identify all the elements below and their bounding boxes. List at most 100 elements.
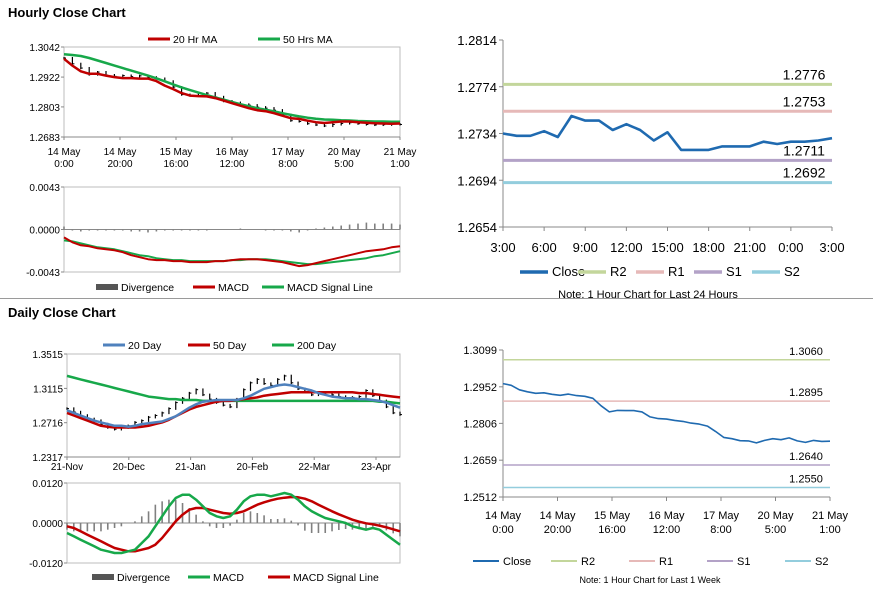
hourly-24h-ytick-label: 1.2734 — [457, 127, 497, 142]
daily-week-legend-label: R2 — [581, 556, 595, 568]
hourly-24h-xtick-label: 3:00 — [819, 240, 844, 255]
hourly-price-ytick-label: 1.2683 — [29, 133, 60, 144]
hourly-24h-close-line — [502, 114, 833, 152]
hourly-24h-xtick-label: 18:00 — [692, 240, 725, 255]
hourly-24h-legend-label: S1 — [726, 264, 742, 279]
section-divider — [0, 298, 873, 299]
daily-week-ytick-label: 1.2806 — [463, 418, 497, 430]
hourly-legend-macd-label: MACD — [218, 282, 249, 294]
daily-macd-line — [66, 491, 401, 555]
daily-week-legend-label: S2 — [815, 556, 828, 568]
daily-price-xtick-label: 23-Apr — [361, 462, 392, 473]
daily-price-xtick-label: 21-Jan — [175, 462, 206, 473]
daily-week-legend-label: S1 — [737, 556, 750, 568]
daily-week-xtick-label: 20 May — [757, 510, 794, 522]
hourly-price-xtick-label: 14 May — [48, 147, 81, 158]
daily-week-xtick-label: 16 May — [648, 510, 685, 522]
daily-week-xtick-label: 8:00 — [710, 524, 731, 536]
daily-price-xtick-label: 22-Mar — [298, 462, 330, 473]
daily-price-ytick-label: 1.2317 — [32, 453, 63, 464]
hourly-legend-ma20-label: 20 Hr MA — [173, 34, 217, 46]
hourly-legend-ma50-label: 50 Hrs MA — [283, 34, 333, 46]
hourly-24h-legend-label: R1 — [668, 264, 685, 279]
hourly-24h-legend-label: Close — [552, 264, 585, 279]
daily-legend-divergence-swatch — [92, 574, 114, 580]
hourly-price-xtick-label: 21 May — [384, 147, 417, 158]
daily-week-level-label: 1.2640 — [789, 451, 823, 463]
hourly-price-ytick-label: 1.2922 — [29, 73, 60, 84]
hourly-24h-ytick-label: 1.2814 — [457, 33, 497, 48]
daily-week-level-label: 1.2895 — [789, 387, 823, 399]
daily-week-level-label: 1.2550 — [789, 473, 823, 485]
daily-week-xtick-label: 20:00 — [544, 524, 572, 536]
hourly-24h-note: Note: 1 Hour Chart for Last 24 Hours — [558, 289, 738, 301]
daily-week-xtick-label: 21 May — [812, 510, 849, 522]
daily-macd-ytick-label: -0.0120 — [29, 559, 63, 570]
daily-macd-ytick-label: 0.0000 — [32, 519, 63, 530]
hourly-price-xtick-label: 16 May — [216, 147, 249, 158]
hourly-price-xtick-label: 17 May — [272, 147, 305, 158]
hourly-24h-xtick-label: 12:00 — [610, 240, 643, 255]
daily-legend-ma200-label: 200 Day — [297, 340, 337, 352]
hourly-24h-ytick-label: 1.2694 — [457, 173, 497, 188]
hourly-price-xtick-label: 12:00 — [219, 159, 244, 170]
daily-legend-macd-label: MACD — [213, 572, 244, 584]
hourly-24h-level-label: 1.2711 — [783, 142, 825, 158]
daily-week-legend-label: R1 — [659, 556, 673, 568]
daily-week-close-line — [502, 382, 831, 444]
daily-week-xtick-label: 14 May — [539, 510, 576, 522]
daily-legend-ma50-label: 50 Day — [213, 340, 247, 352]
hourly-macd-ytick-label: 0.0043 — [29, 183, 60, 194]
hourly-24h-xtick-label: 3:00 — [490, 240, 515, 255]
hourly-macd-ytick-label: 0.0000 — [29, 226, 60, 237]
hourly-24h-level-label: 1.2692 — [783, 165, 826, 181]
daily-week-xtick-label: 5:00 — [765, 524, 786, 536]
daily-week-ytick-label: 1.3099 — [463, 345, 497, 357]
daily-price-xtick-label: 20-Dec — [113, 462, 145, 473]
hourly-24h-xtick-label: 9:00 — [573, 240, 598, 255]
daily-week-ytick-label: 1.2512 — [463, 492, 497, 504]
daily-price-ytick-label: 1.3115 — [33, 384, 63, 395]
daily-week-xtick-label: 16:00 — [598, 524, 626, 536]
daily-price-frame — [66, 353, 401, 458]
hourly-24h-xtick-label: 6:00 — [531, 240, 556, 255]
hourly-legend-divergence-label: Divergence — [121, 282, 174, 294]
hourly-legend-divergence-swatch — [96, 284, 118, 290]
hourly-ma50-line — [63, 53, 400, 123]
daily-week-xtick-label: 1:00 — [819, 524, 840, 536]
daily-section-title: Daily Close Chart — [8, 305, 116, 320]
hourly-price-xtick-label: 5:00 — [334, 159, 354, 170]
hourly-price-ytick-label: 1.2803 — [29, 103, 60, 114]
daily-legend-ma20-label: 20 Day — [128, 340, 162, 352]
hourly-macd-ytick-label: -0.0043 — [26, 268, 60, 279]
hourly-price-xtick-label: 1:00 — [390, 159, 410, 170]
daily-week-xtick-label: 15 May — [594, 510, 631, 522]
hourly-price-xtick-label: 20:00 — [107, 159, 132, 170]
daily-price-ytick-label: 1.2716 — [32, 419, 63, 430]
daily-legend-divergence-label: Divergence — [117, 572, 170, 584]
daily-week-xtick-label: 0:00 — [492, 524, 513, 536]
hourly-price-xtick-label: 16:00 — [163, 159, 188, 170]
daily-week-xtick-label: 14 May — [485, 510, 522, 522]
hourly-24h-xtick-label: 21:00 — [733, 240, 766, 255]
hourly-24h-ytick-label: 1.2654 — [457, 220, 497, 235]
hourly-price-xtick-label: 8:00 — [278, 159, 298, 170]
daily-price-xtick-label: 20-Feb — [237, 462, 269, 473]
daily-price-xtick-label: 21-Nov — [51, 462, 83, 473]
daily-week-legend-label: Close — [503, 556, 531, 568]
hourly-legend-signal-label: MACD Signal Line — [287, 282, 373, 294]
hourly-macd-line — [63, 236, 401, 268]
hourly-price-xtick-label: 15 May — [160, 147, 193, 158]
hourly-24h-legend-label: S2 — [784, 264, 800, 279]
hourly-price-xtick-label: 20 May — [328, 147, 361, 158]
daily-week-xtick-label: 17 May — [703, 510, 740, 522]
hourly-24h-legend-label: R2 — [610, 264, 627, 279]
daily-legend-signal-label: MACD Signal Line — [293, 572, 379, 584]
hourly-ma20-line — [63, 57, 401, 125]
hourly-24h-xtick-label: 0:00 — [778, 240, 803, 255]
hourly-24h-level-label: 1.2753 — [783, 93, 826, 109]
daily-macd-ytick-label: 0.0120 — [32, 479, 63, 490]
hourly-24h-xtick-label: 15:00 — [651, 240, 684, 255]
daily-week-level-label: 1.3060 — [789, 346, 823, 358]
